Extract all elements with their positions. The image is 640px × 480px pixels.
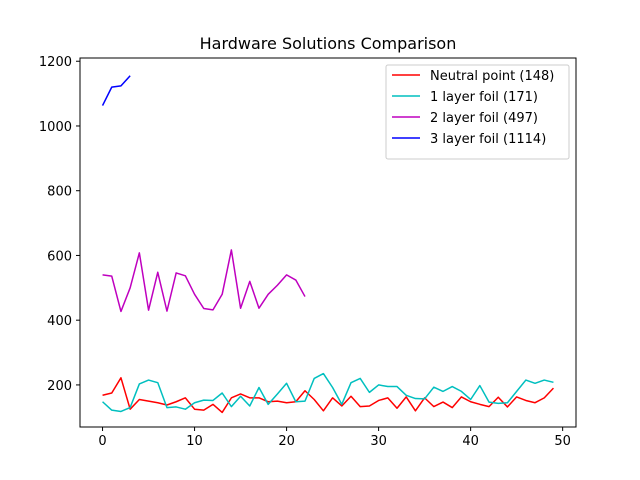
plot-area (101, 75, 554, 414)
series-line-1 (102, 372, 554, 413)
x-tick-label: 30 (370, 434, 387, 449)
x-tick-label: 50 (554, 434, 571, 449)
legend-label-0: Neutral point (148) (430, 69, 554, 84)
legend-box (385, 64, 570, 160)
y-tick-label: 800 (47, 185, 72, 200)
series-line-3 (101, 75, 131, 106)
series-line-0 (102, 377, 554, 414)
y-tick-label: 1000 (39, 120, 72, 135)
y-tick-label: 400 (47, 314, 72, 329)
legend-label-2: 2 layer foil (497) (430, 111, 538, 126)
chart-title: Hardware Solutions Comparison (200, 34, 457, 53)
series-line-2 (102, 249, 306, 313)
y-tick-label: 200 (47, 379, 72, 394)
y-tick-label: 600 (47, 249, 72, 264)
y-tick-label: 1200 (39, 55, 72, 70)
plot-frame (79, 57, 577, 428)
x-axis: 0 10 20 30 40 50 (98, 427, 571, 449)
legend: Neutral point (148) 1 layer foil (171) 2 l… (385, 64, 570, 160)
x-tick-label: 10 (186, 434, 203, 449)
y-axis: 200 400 600 800 1000 1200 (39, 55, 80, 394)
x-tick-label: 20 (278, 434, 295, 449)
legend-label-1: 1 layer foil (171) (430, 90, 538, 105)
legend-label-3: 3 layer foil (1114) (430, 132, 546, 147)
x-tick-label: 40 (462, 434, 479, 449)
x-tick-label: 0 (98, 434, 106, 449)
